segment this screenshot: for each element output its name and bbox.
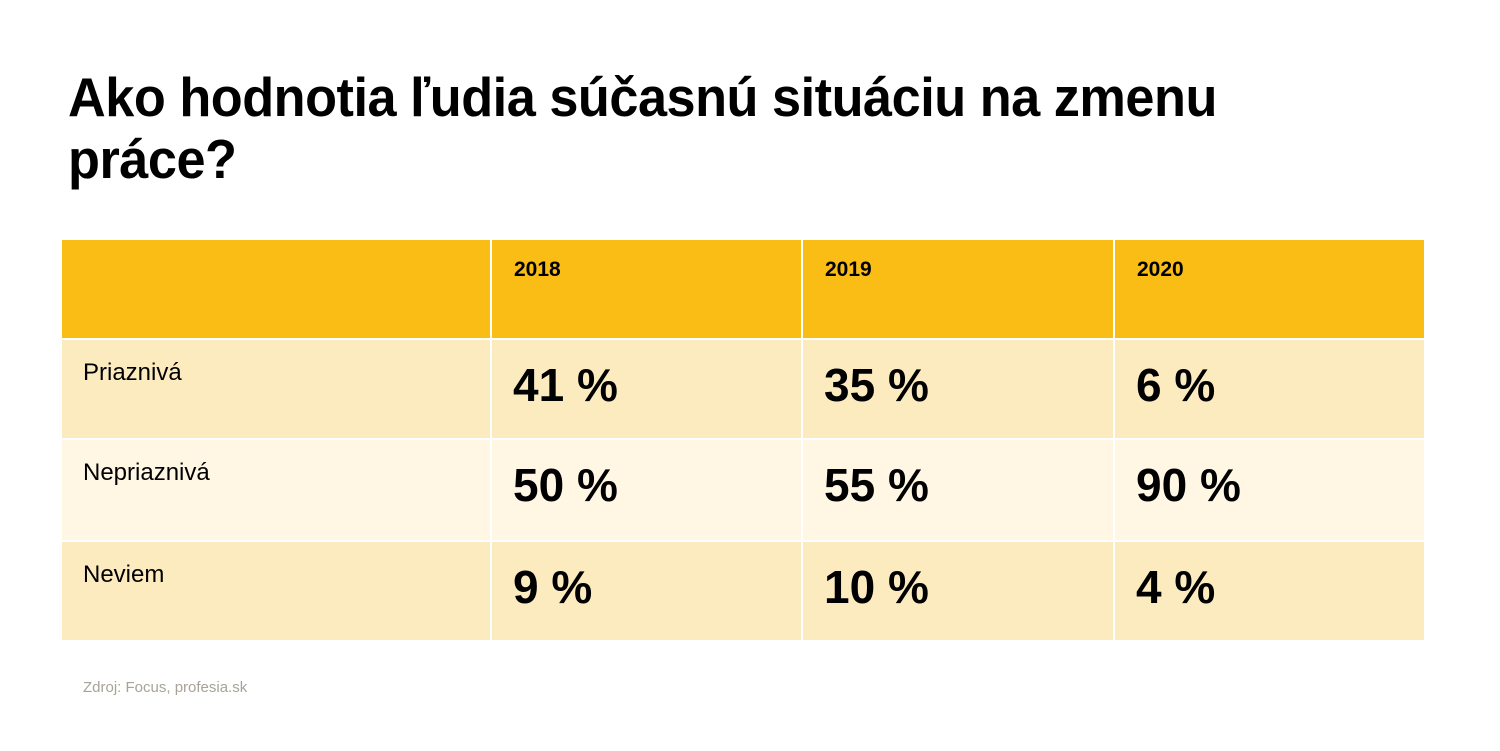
row-label: Neviem — [83, 561, 165, 588]
value-label: 41 % — [513, 359, 618, 411]
column-header: 2018 — [514, 258, 561, 281]
row-label-cell: Neviem — [62, 542, 490, 640]
value-label: 4 % — [1136, 561, 1216, 613]
value-cell: 9 % — [492, 542, 801, 640]
header-cell-empty — [62, 240, 490, 338]
header-cell-2018: 2018 — [492, 240, 801, 338]
header-cell-2020: 2020 — [1115, 240, 1424, 338]
value-label: 50 % — [513, 459, 618, 511]
value-label: 9 % — [513, 561, 593, 613]
value-cell: 90 % — [1115, 440, 1424, 540]
column-header: 2019 — [825, 258, 872, 281]
value-cell: 35 % — [803, 340, 1113, 438]
value-label: 6 % — [1136, 359, 1216, 411]
value-cell: 55 % — [803, 440, 1113, 540]
header-cell-2019: 2019 — [803, 240, 1113, 338]
source-note: Zdroj: Focus, profesia.sk — [83, 679, 248, 696]
row-label: Priaznivá — [83, 359, 182, 386]
value-cell: 6 % — [1115, 340, 1424, 438]
row-label-cell: Nepriaznivá — [62, 440, 490, 540]
value-cell: 4 % — [1115, 542, 1424, 640]
row-label-cell: Priaznivá — [62, 340, 490, 438]
chart-title: Ako hodnotia ľudia súčasnú situáciu na z… — [68, 66, 1217, 190]
data-table: 2018 2019 2020 Priaznivá 41 % 35 % 6 % N… — [62, 240, 1424, 640]
value-label: 10 % — [824, 561, 929, 613]
value-cell: 10 % — [803, 542, 1113, 640]
value-label: 90 % — [1136, 459, 1241, 511]
value-cell: 50 % — [492, 440, 801, 540]
row-label: Nepriaznivá — [83, 459, 210, 486]
value-label: 55 % — [824, 459, 929, 511]
column-header: 2020 — [1137, 258, 1184, 281]
value-cell: 41 % — [492, 340, 801, 438]
value-label: 35 % — [824, 359, 929, 411]
